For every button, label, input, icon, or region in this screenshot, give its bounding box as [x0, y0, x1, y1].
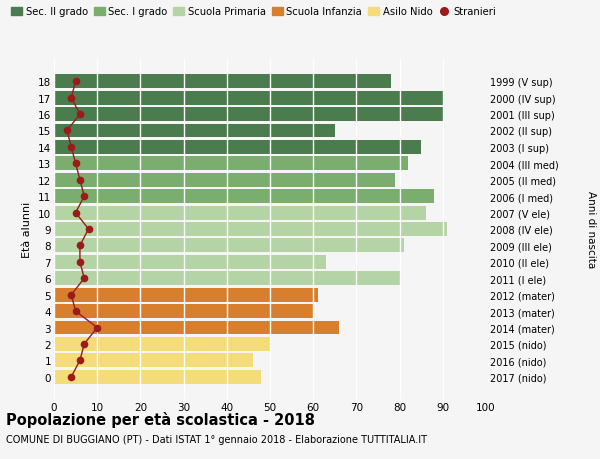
Bar	[54, 353, 253, 368]
Legend: Sec. II grado, Sec. I grado, Scuola Primaria, Scuola Infanzia, Asilo Nido, Stran: Sec. II grado, Sec. I grado, Scuola Prim…	[11, 7, 496, 17]
Bar	[54, 206, 425, 220]
Bar	[54, 108, 443, 122]
Bar	[54, 337, 270, 351]
Bar	[54, 223, 447, 236]
Bar	[54, 157, 408, 171]
Bar	[54, 75, 391, 89]
Text: COMUNE DI BUGGIANO (PT) - Dati ISTAT 1° gennaio 2018 - Elaborazione TUTTITALIA.I: COMUNE DI BUGGIANO (PT) - Dati ISTAT 1° …	[6, 434, 427, 444]
Bar	[54, 174, 395, 187]
Bar	[54, 255, 326, 269]
Y-axis label: Età alunni: Età alunni	[22, 202, 32, 257]
Text: Anni di nascita: Anni di nascita	[586, 191, 596, 268]
Bar	[54, 304, 313, 319]
Bar	[54, 370, 262, 384]
Bar	[54, 91, 443, 106]
Bar	[54, 288, 317, 302]
Bar	[54, 272, 400, 285]
Text: Popolazione per età scolastica - 2018: Popolazione per età scolastica - 2018	[6, 411, 315, 427]
Bar	[54, 140, 421, 155]
Bar	[54, 124, 335, 138]
Bar	[54, 239, 404, 253]
Bar	[54, 321, 339, 335]
Bar	[54, 190, 434, 204]
